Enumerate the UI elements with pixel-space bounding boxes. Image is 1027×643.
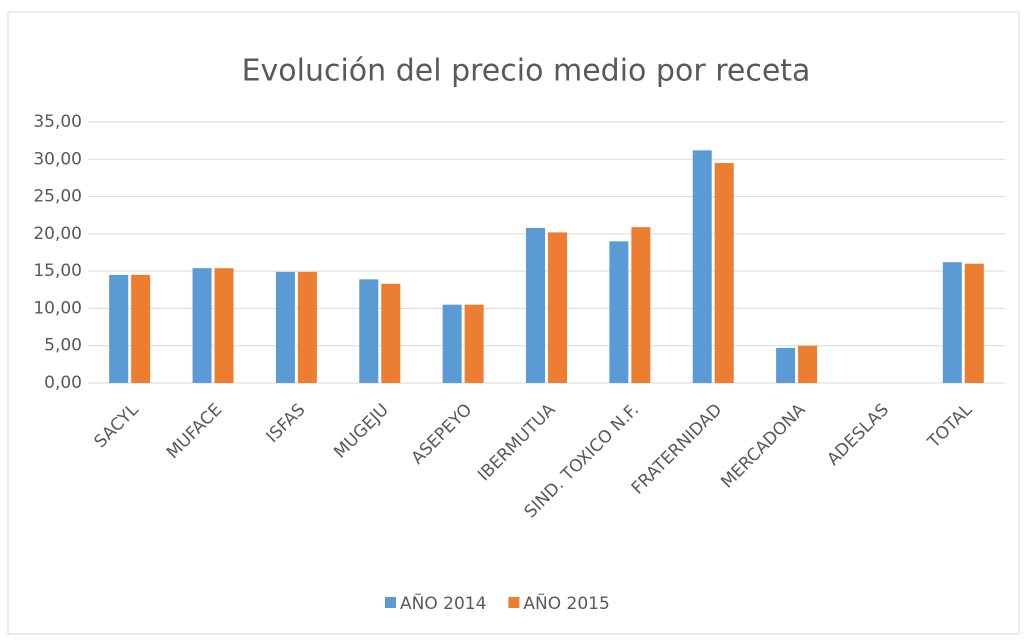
chart-border [7, 11, 1020, 635]
bar [192, 268, 212, 383]
bar [526, 227, 545, 383]
y-tick-label: 0,00 [44, 373, 82, 393]
bar [798, 345, 818, 383]
bar [548, 232, 567, 383]
bar [776, 347, 796, 383]
bar [131, 274, 151, 383]
bar [942, 262, 962, 383]
bar [359, 279, 379, 383]
y-tick-label: 20,00 [33, 224, 82, 244]
y-tick-label: 25,00 [33, 187, 82, 207]
bar [609, 241, 629, 383]
bar [464, 304, 484, 383]
legend-label: AÑO 2014 [400, 592, 486, 614]
bar [381, 283, 401, 383]
bar [214, 268, 234, 383]
y-tick-label: 10,00 [33, 298, 82, 318]
bar [631, 227, 651, 383]
legend-swatch [385, 597, 396, 608]
legend-swatch [508, 597, 520, 608]
y-tick-label: 35,00 [33, 112, 82, 132]
bar [442, 304, 462, 383]
bar [275, 271, 295, 383]
y-tick-label: 30,00 [33, 149, 82, 169]
bar [964, 263, 984, 383]
chart-title: Evolución del precio medio por receta [242, 54, 811, 89]
bar [109, 274, 129, 383]
bar [714, 163, 734, 383]
y-tick-label: 5,00 [44, 336, 82, 356]
bar [692, 150, 712, 383]
bar [297, 271, 317, 383]
legend-label: AÑO 2015 [523, 592, 609, 614]
y-tick-label: 15,00 [33, 261, 82, 281]
